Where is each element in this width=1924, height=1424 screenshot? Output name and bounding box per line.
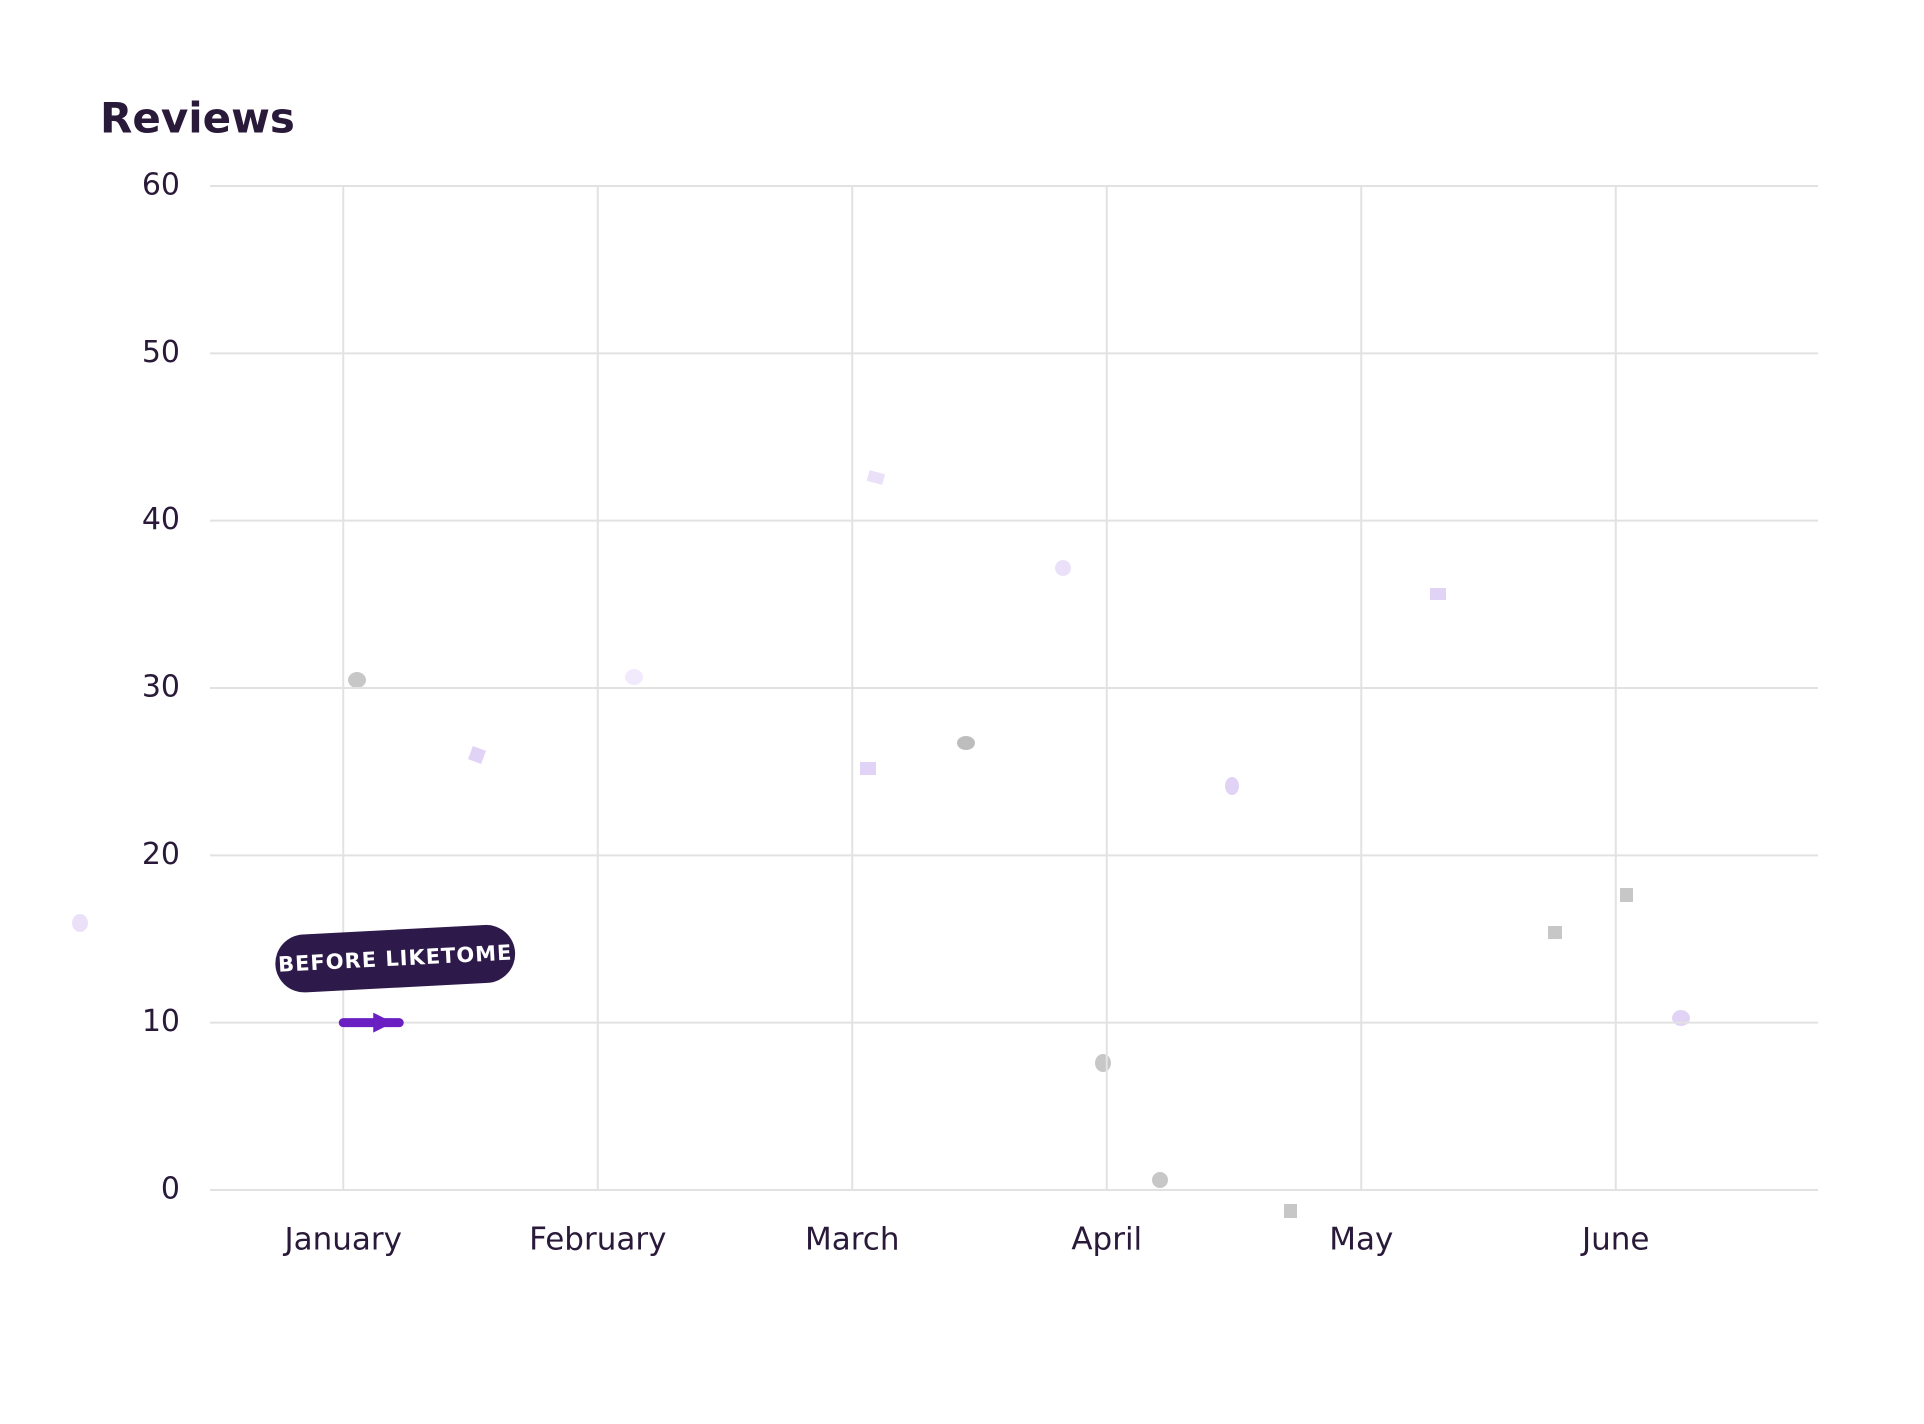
y-tick-label: 50 [142,335,180,370]
arrow-head [373,1012,394,1033]
x-tick-label: June [1580,1222,1650,1258]
annotation-pill [275,924,516,993]
y-tick-label: 40 [142,502,180,537]
y-tick-label: 20 [142,837,180,872]
annotation: BEFORE LIKETOME [275,924,516,993]
confetti [72,470,1690,1218]
chart-title: Reviews [100,94,295,143]
y-tick-label: 30 [142,670,180,705]
x-tick-label: January [282,1222,402,1258]
y-tick-label: 10 [142,1004,180,1039]
x-tick-label: February [529,1222,666,1258]
x-tick-label: April [1071,1222,1142,1258]
y-tick-label: 60 [142,168,180,203]
x-tick-label: March [805,1222,900,1258]
x-tick-label: May [1329,1222,1393,1258]
y-tick-label: 0 [161,1172,180,1207]
